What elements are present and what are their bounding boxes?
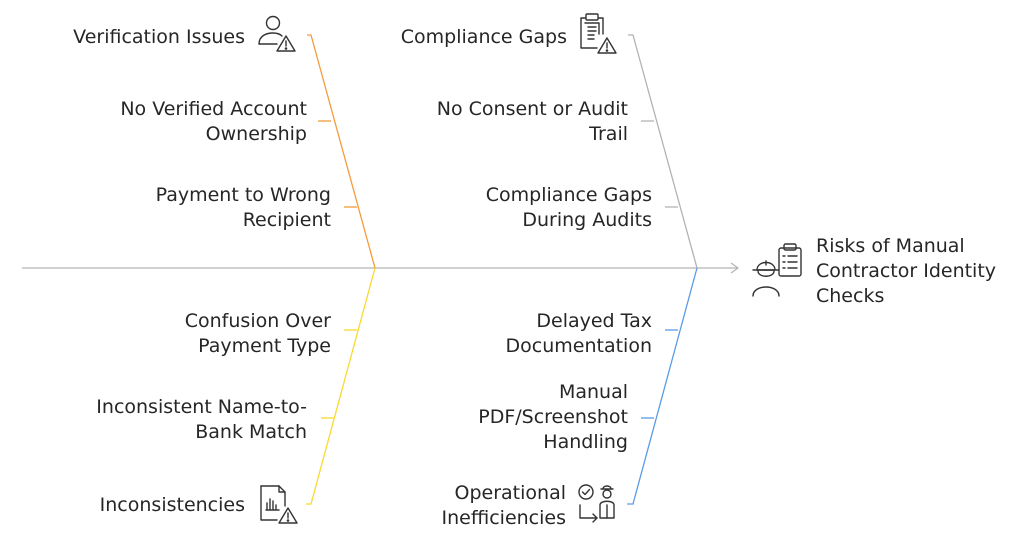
user-warning-icon [256, 14, 298, 54]
cause-line: Compliance Gaps [485, 184, 652, 206]
cause-line: No Verified Account [120, 98, 307, 120]
cause-line: Trail [589, 123, 628, 145]
contractor-clipboard-icon [749, 240, 805, 300]
cause-line: No Consent or Audit [436, 98, 628, 120]
cause-line: PDF/Screenshot [478, 406, 628, 428]
bone-operational-inefficiencies [627, 267, 698, 505]
report-warning-icon [257, 482, 299, 526]
cause-line: Confusion Over [184, 310, 331, 332]
spine-arrowhead [730, 262, 740, 274]
effect-line: Risks of Manual [816, 235, 965, 257]
cause-inconsistent-name-to-bank-match: Inconsistent Name-to- Bank Match [96, 395, 307, 445]
cause-line: Inconsistent Name-to- [96, 396, 307, 418]
cause-line: Handling [543, 431, 628, 453]
cause-manual-pdf-screenshot-handling: Manual PDF/Screenshot Handling [478, 380, 628, 455]
cause-line: Documentation [505, 335, 652, 357]
cause-payment-to-wrong-recipient: Payment to Wrong Recipient [156, 183, 331, 233]
cause-no-verified-account-ownership: No Verified Account Ownership [120, 97, 307, 147]
bone-verification-issues [307, 34, 376, 269]
workflow-person-icon [576, 481, 620, 527]
cause-line: Ownership [205, 123, 307, 145]
cause-line: During Audits [522, 209, 652, 231]
cause-line: Bank Match [195, 421, 307, 443]
category-label-line: Inefficiencies [441, 507, 566, 529]
bone-compliance-gaps [628, 34, 698, 269]
clipboard-warning-icon [577, 12, 619, 56]
bone-inconsistencies [306, 267, 376, 505]
category-label-compliance-gaps: Compliance Gaps [400, 26, 567, 48]
cause-line: Recipient [242, 209, 331, 231]
effect-line: Contractor Identity [816, 260, 997, 282]
cause-compliance-gaps-during-audits: Compliance Gaps During Audits [486, 183, 652, 233]
category-label-operational-inefficiencies: Operational Inefficiencies [442, 481, 566, 531]
cause-line: Payment Type [198, 335, 331, 357]
effect-line: Checks [816, 285, 885, 307]
category-label-inconsistencies: Inconsistencies [99, 494, 245, 516]
cause-line: Manual [558, 381, 628, 403]
category-label-verification-issues: Verification Issues [73, 26, 245, 48]
cause-line: Delayed Tax [536, 310, 652, 332]
effect-label: Risks of Manual Contractor Identity Chec… [816, 234, 996, 309]
cause-line: Payment to Wrong [155, 184, 331, 206]
cause-confusion-over-payment-type: Confusion Over Payment Type [185, 309, 331, 359]
cause-delayed-tax-documentation: Delayed Tax Documentation [506, 309, 652, 359]
cause-no-consent-or-audit-trail: No Consent or Audit Trail [437, 97, 628, 147]
category-label-line: Operational [454, 482, 566, 504]
